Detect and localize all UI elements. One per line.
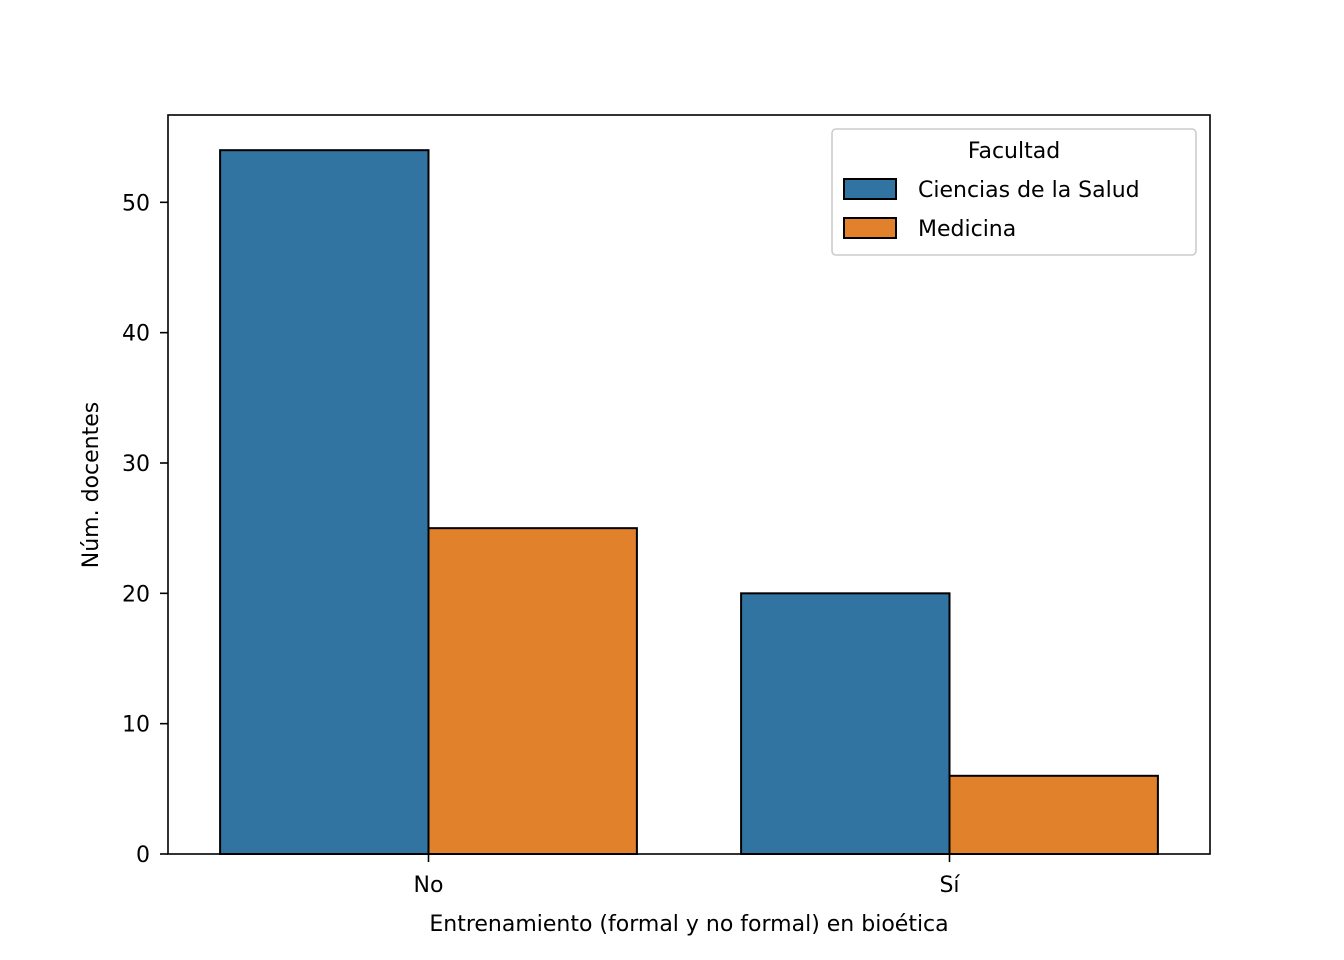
y-axis: 0 10 20 30 40 50	[122, 191, 168, 868]
legend-title: Facultad	[968, 139, 1060, 164]
bar-ciencias-de-la-salud-1	[740, 592, 951, 856]
legend-swatch	[843, 178, 897, 200]
legend-box	[831, 128, 1197, 256]
x-axis: No Sí	[414, 854, 960, 898]
bar-medicina-1	[948, 774, 1159, 856]
bar-ciencias-de-la-salud-0	[219, 149, 430, 855]
legend-swatch	[843, 217, 897, 239]
y-tick-label: 0	[136, 843, 150, 868]
y-axis-label: Núm. docentes	[79, 402, 104, 568]
legend-entries: Ciencias de la Salud Medicina	[843, 178, 1140, 242]
bar-medicina-0	[427, 527, 638, 855]
legend: Facultad Ciencias de la Salud Medicina	[831, 128, 1197, 256]
x-tick-label: Sí	[939, 873, 960, 898]
y-tick-label: 40	[122, 322, 150, 347]
x-tick-label: No	[414, 873, 444, 898]
legend-label: Medicina	[918, 217, 1016, 242]
plot-frame	[167, 114, 1211, 855]
y-tick-label: 50	[122, 191, 150, 216]
x-axis-label: Entrenamiento (formal y no formal) en bi…	[429, 912, 948, 937]
bars-group	[219, 149, 1159, 856]
y-tick-label: 30	[122, 452, 150, 477]
y-tick-label: 10	[122, 713, 150, 738]
legend-label: Ciencias de la Salud	[918, 178, 1140, 203]
y-tick-label: 20	[122, 582, 150, 607]
